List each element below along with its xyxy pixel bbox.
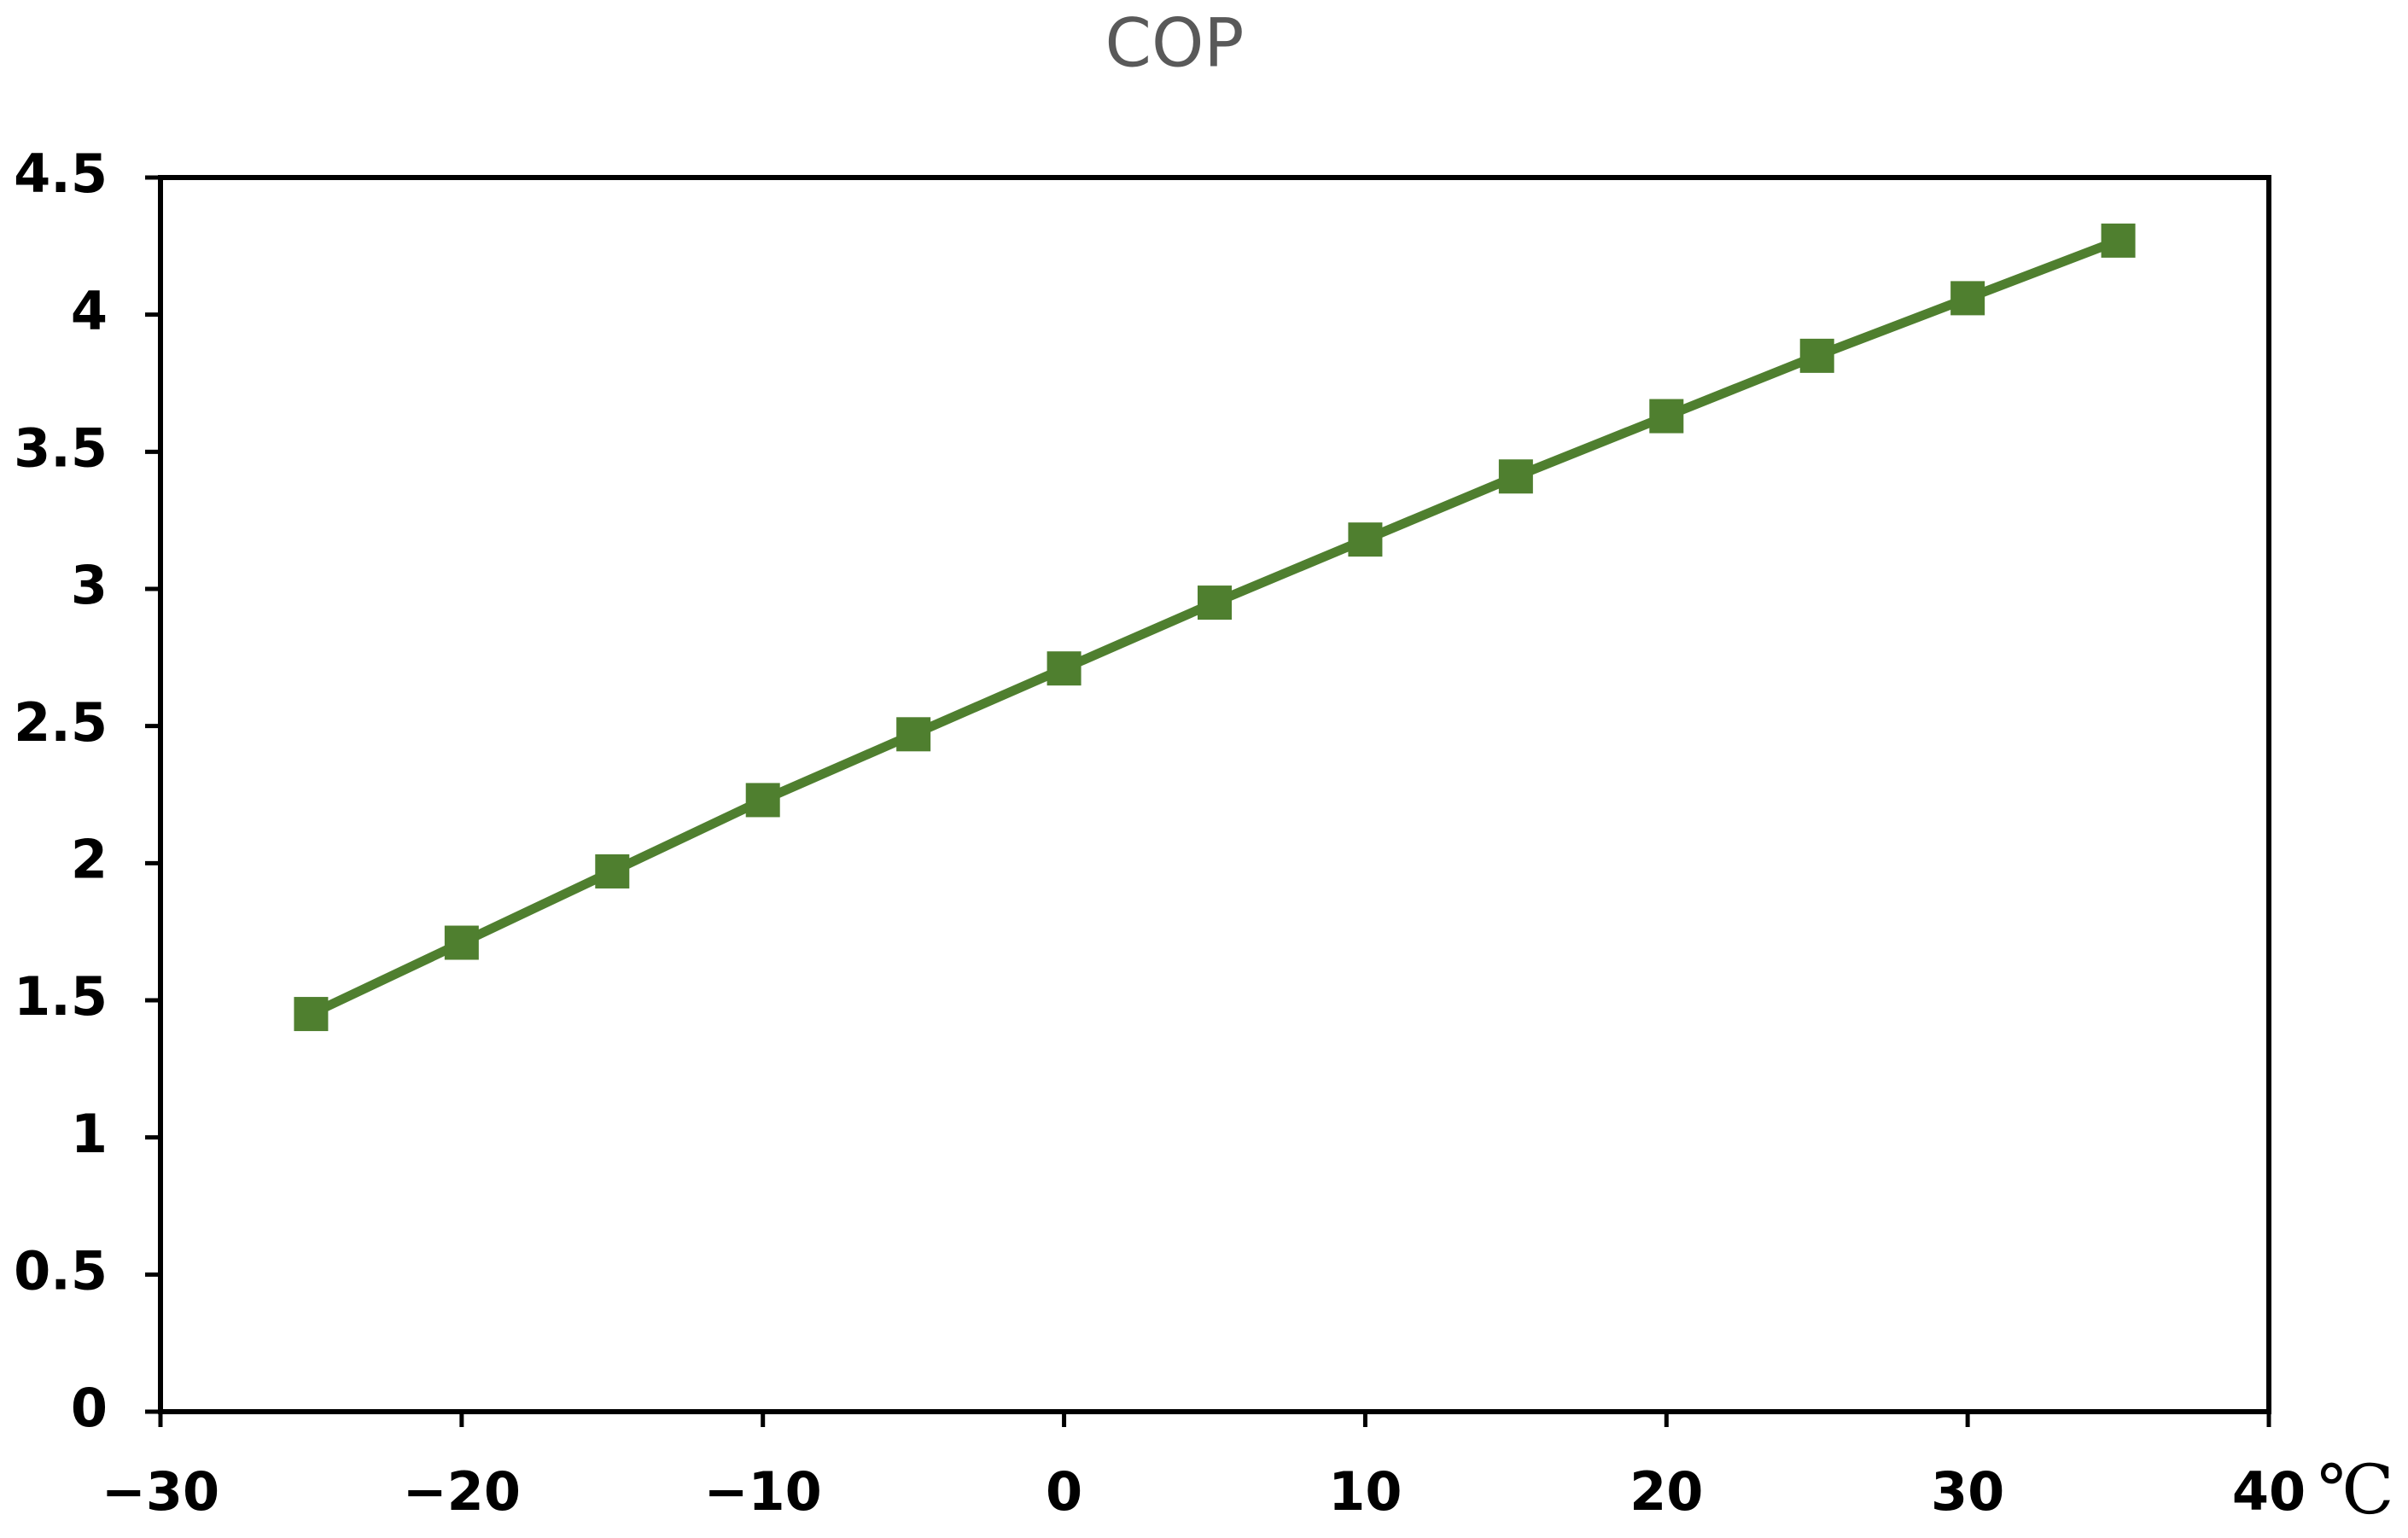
x-tick-label: 30 <box>1931 1460 2004 1523</box>
marker <box>1649 399 1684 434</box>
y-tick-label: 4 <box>71 280 108 342</box>
marker <box>1198 585 1232 620</box>
y-tick-label: 4.5 <box>14 143 108 205</box>
y-tick-label: 3.5 <box>14 417 108 479</box>
marker <box>294 997 329 1032</box>
y-tick-label: 3 <box>71 554 108 616</box>
y-tick-label: 1.5 <box>14 965 108 1028</box>
y-tick-label: 1 <box>71 1103 108 1165</box>
marker <box>1498 459 1533 494</box>
marker <box>1047 651 1082 686</box>
marker <box>896 717 931 752</box>
x-tick-label: 20 <box>1630 1460 1703 1523</box>
marker <box>595 853 630 888</box>
marker <box>444 925 479 960</box>
series-line <box>309 236 2120 1019</box>
y-tick-label: 0.5 <box>14 1239 108 1302</box>
marker <box>1348 522 1383 557</box>
x-axis-label: ℃ <box>2318 1450 2394 1529</box>
x-tick-label: 40 <box>2232 1460 2306 1523</box>
x-tick-label: 10 <box>1328 1460 1402 1523</box>
chart-title: COP <box>1105 5 1245 82</box>
x-tick-label: −10 <box>704 1460 822 1523</box>
y-tick-label: 2.5 <box>14 691 108 754</box>
marker <box>1950 281 1985 316</box>
x-tick-label: 0 <box>1046 1460 1082 1523</box>
x-tick-label: −30 <box>102 1460 219 1523</box>
marker <box>1799 338 1834 373</box>
y-tick-label: 2 <box>71 828 108 890</box>
y-tick-label: 0 <box>71 1377 108 1439</box>
marker <box>745 783 780 818</box>
plot-frame <box>158 175 2271 1414</box>
marker <box>2101 223 2136 258</box>
x-tick-label: −20 <box>403 1460 521 1523</box>
